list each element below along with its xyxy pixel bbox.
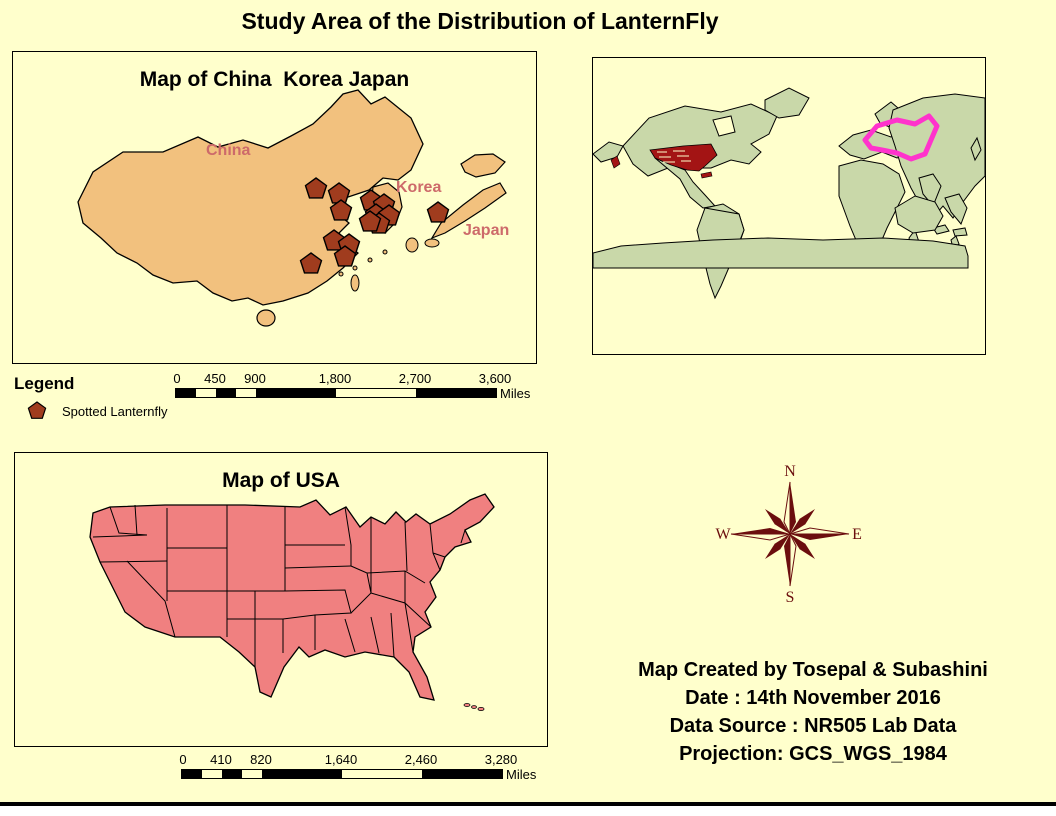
credits-block: Map Created by Tosepal & Subashini Date … bbox=[570, 656, 1056, 768]
legend-title: Legend bbox=[14, 374, 75, 393]
scalebar-tick: 0 bbox=[173, 371, 181, 386]
compass-n-label: N bbox=[784, 463, 796, 480]
usa-panel-title: Map of USA bbox=[222, 469, 340, 492]
compass-e-label: E bbox=[852, 526, 862, 543]
ryukyu-island-dot bbox=[382, 249, 388, 255]
compass-w-label: W bbox=[715, 526, 731, 543]
compass-star bbox=[730, 481, 850, 587]
scalebar-tick: 2,460 bbox=[404, 752, 438, 767]
scalebar-bar bbox=[181, 769, 503, 779]
scalebar-unit: Miles bbox=[500, 386, 531, 401]
scalebar-asia: 0 450 900 1,800 2,700 3,600 Miles bbox=[173, 371, 555, 401]
scalebar-tick: 900 bbox=[244, 371, 266, 386]
ryukyu-island-dot bbox=[338, 271, 344, 277]
usa-landmass bbox=[89, 493, 495, 701]
scalebar-usa: 0 410 820 1,640 2,460 3,280 Miles bbox=[179, 752, 561, 782]
ryukyu-island-dot bbox=[367, 257, 373, 263]
credits-line-author: Map Created by Tosepal & Subashini bbox=[638, 659, 988, 681]
world-usa-state-dashes bbox=[657, 150, 691, 163]
world-cuba-mark bbox=[700, 171, 713, 179]
credits-line-source: Data Source : NR505 Lab Data bbox=[669, 715, 957, 737]
usa-map bbox=[89, 493, 495, 711]
korea-label: Korea bbox=[396, 179, 442, 196]
legend-item-spotted-lanternfly: Spotted Lanternfly bbox=[26, 400, 168, 422]
credits-line-projection: Projection: GCS_WGS_1984 bbox=[679, 743, 947, 765]
page-title: Study Area of the Distribution of Lanter… bbox=[241, 8, 719, 34]
world-map bbox=[593, 87, 985, 300]
scalebar-usa-labels: 0 410 820 1,640 2,460 3,280 bbox=[179, 752, 561, 767]
japan-shikoku bbox=[424, 238, 440, 248]
scalebar-asia-labels: 0 450 900 1,800 2,700 3,600 bbox=[173, 371, 555, 386]
scalebar-bar bbox=[175, 388, 497, 398]
scalebar-tick: 3,280 bbox=[484, 752, 518, 767]
hawaii-islets bbox=[463, 703, 485, 711]
legend-item-label: Spotted Lanternfly bbox=[62, 403, 168, 419]
world-china-outline bbox=[862, 113, 940, 162]
ryukyu-island-dot bbox=[352, 265, 358, 271]
asia-map-panel: Map of China Korea Japan China Korea Jap… bbox=[12, 51, 537, 364]
credits-line-date: Date : 14th November 2016 bbox=[685, 687, 941, 709]
scalebar-tick: 0 bbox=[179, 752, 187, 767]
scalebar-tick: 1,800 bbox=[318, 371, 352, 386]
usa-map-panel: Map of USA bbox=[14, 452, 548, 747]
japan-honshu bbox=[430, 182, 507, 240]
scalebar-tick: 820 bbox=[250, 752, 272, 767]
japan-label: Japan bbox=[463, 222, 510, 239]
scalebar-unit: Miles bbox=[506, 767, 537, 782]
compass-s-label: S bbox=[786, 589, 795, 606]
scalebar-tick: 1,640 bbox=[324, 752, 358, 767]
asia-panel-title: Map of China Korea Japan bbox=[139, 68, 410, 91]
bottom-divider-line bbox=[0, 802, 1056, 806]
compass-rose-icon: N E S W bbox=[715, 463, 862, 606]
china-label: China bbox=[206, 142, 251, 159]
usa-state-borders bbox=[92, 504, 466, 667]
asia-map bbox=[77, 89, 507, 327]
world-hawaii-highlight bbox=[610, 155, 621, 169]
japan-hokkaido bbox=[460, 153, 506, 178]
lanternfly-markers bbox=[299, 177, 450, 274]
world-map-panel bbox=[592, 57, 986, 355]
hainan-island bbox=[256, 309, 276, 327]
scalebar-tick: 2,700 bbox=[398, 371, 432, 386]
japan-kyushu bbox=[405, 237, 419, 253]
scalebar-tick: 450 bbox=[204, 371, 226, 386]
scalebar-tick: 410 bbox=[210, 752, 232, 767]
taiwan-island bbox=[350, 274, 360, 292]
pentagon-icon bbox=[27, 401, 47, 419]
scalebar-tick: 3,600 bbox=[478, 371, 512, 386]
